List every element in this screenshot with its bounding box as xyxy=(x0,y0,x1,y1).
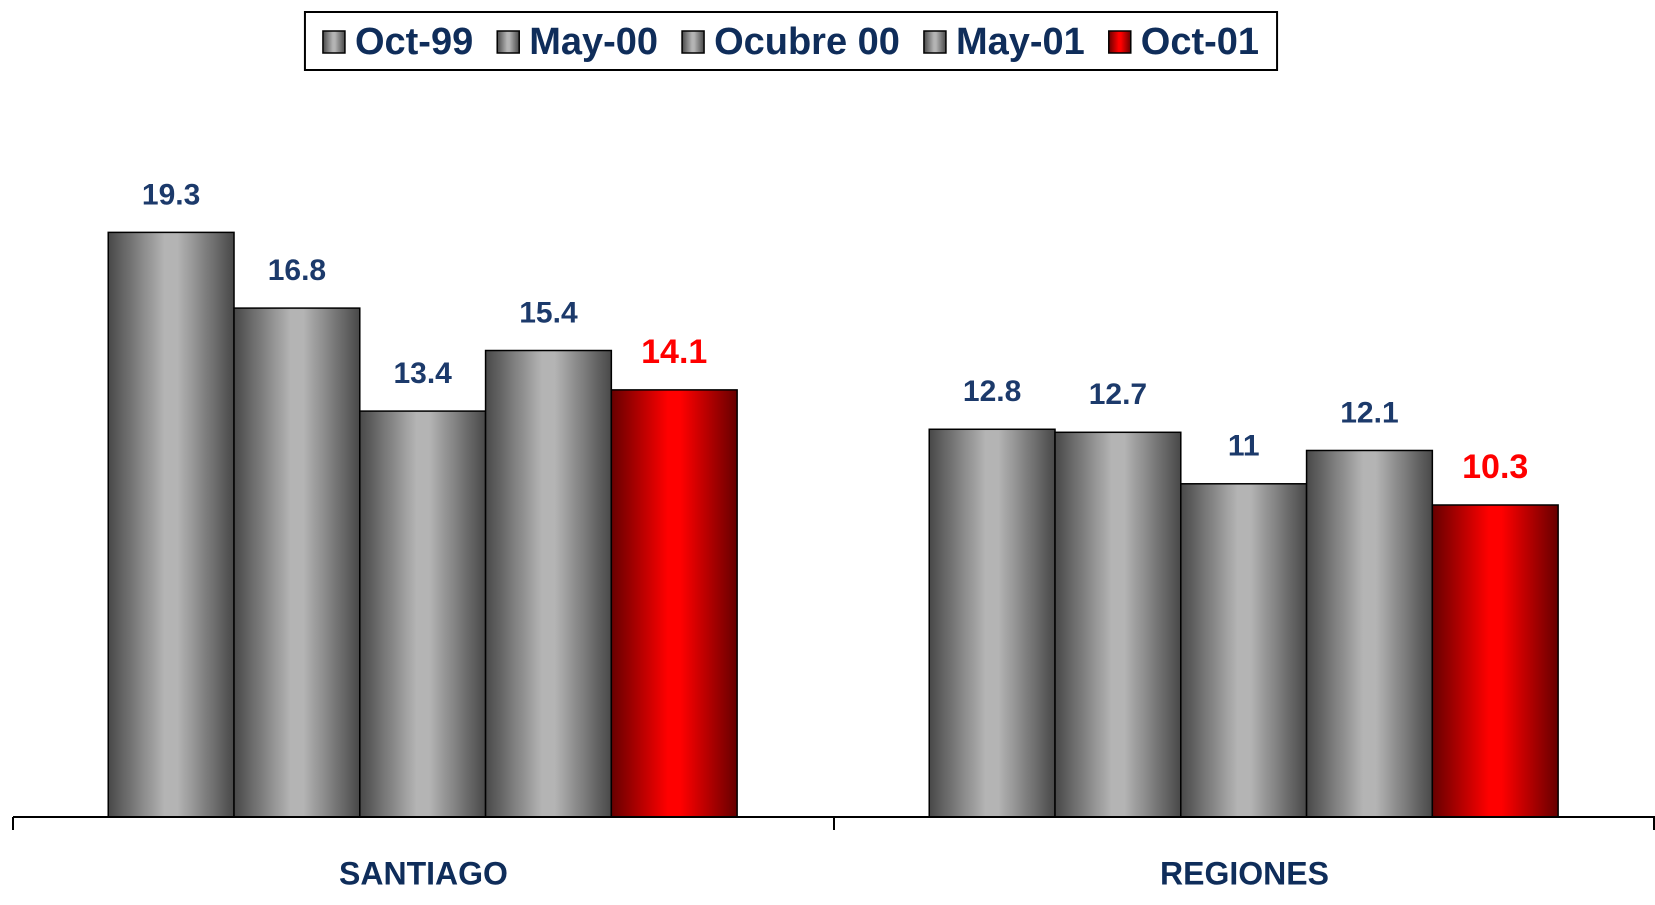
legend-label: May-01 xyxy=(956,21,1085,63)
bar xyxy=(1054,431,1182,818)
x-tick-label: REGIONES xyxy=(1160,855,1329,891)
x-tick-label: SANTIAGO xyxy=(339,855,508,891)
data-label: 12.8 xyxy=(963,375,1021,408)
legend: Oct-99 May-00 Ocubre 00 May-01 Oct-01 xyxy=(303,11,1279,71)
bar xyxy=(928,428,1056,818)
bar xyxy=(359,410,487,818)
bar xyxy=(484,349,613,818)
data-label: 13.4 xyxy=(393,357,452,390)
data-label: 12.7 xyxy=(1089,378,1147,411)
legend-label: Oct-01 xyxy=(1141,21,1259,63)
data-label: 15.4 xyxy=(519,296,578,329)
bar xyxy=(610,389,738,818)
bar xyxy=(1180,483,1308,818)
bar xyxy=(233,307,361,818)
data-label: 10.3 xyxy=(1462,448,1528,486)
bar xyxy=(1431,504,1559,818)
legend-swatch-shade xyxy=(682,31,705,53)
data-label: 19.3 xyxy=(142,178,200,211)
legend-swatch-shade xyxy=(1108,31,1131,53)
bar xyxy=(1305,449,1434,818)
data-label: 14.1 xyxy=(641,333,707,371)
legend-label: Oct-99 xyxy=(355,21,473,63)
data-label: 12.1 xyxy=(1340,396,1398,429)
data-label: 11 xyxy=(1228,430,1260,463)
legend-label: Ocubre 00 xyxy=(714,21,900,63)
data-label: 16.8 xyxy=(268,254,326,287)
legend-swatch-shade xyxy=(322,31,345,53)
legend-swatch-shade xyxy=(497,31,520,53)
legend-swatch-shade xyxy=(923,31,946,53)
legend-label: May-00 xyxy=(529,21,658,63)
bar xyxy=(107,231,235,818)
